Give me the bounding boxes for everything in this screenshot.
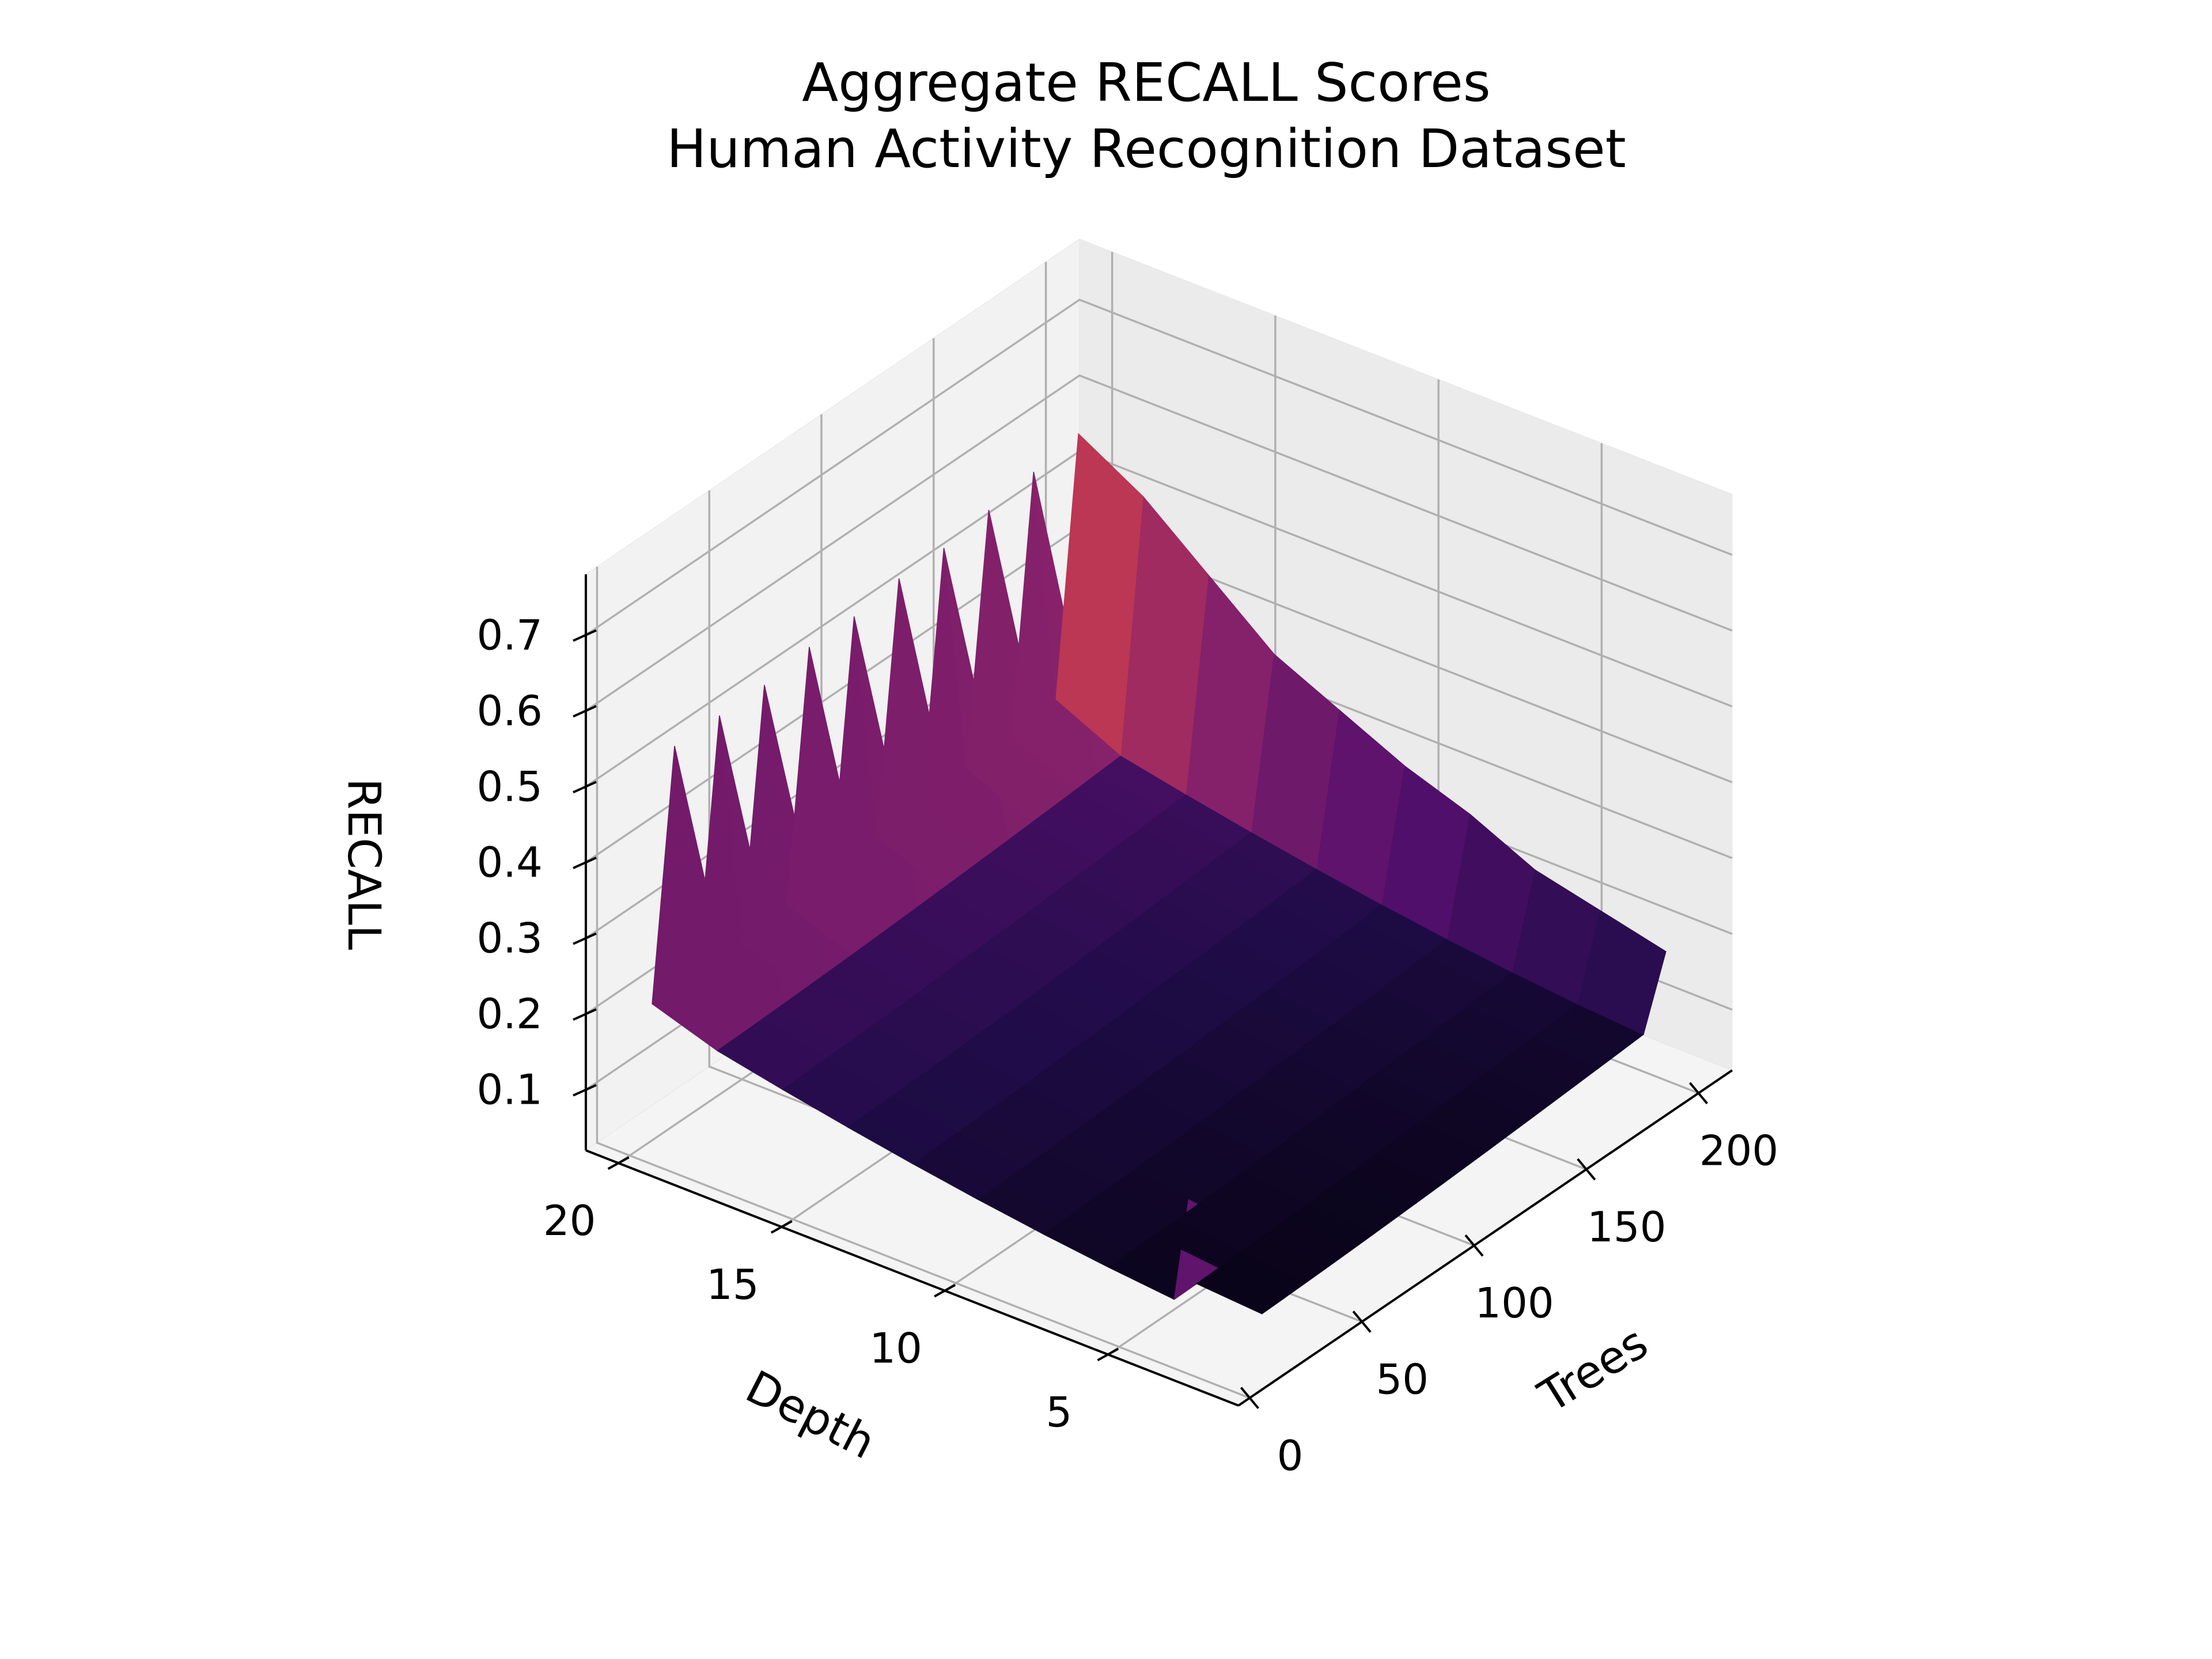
z-grid-line: [585, 298, 1733, 636]
x-grid-line: [596, 566, 1251, 1399]
tick-label: 15: [706, 1260, 759, 1309]
z-tick-mark: [573, 705, 597, 718]
tick-label: 50: [1376, 1355, 1429, 1404]
y-tick-mark: [934, 1283, 956, 1298]
z-tick-mark: [573, 629, 597, 642]
tick-label: 5: [1046, 1388, 1072, 1436]
x-tick-mark: [1240, 1387, 1260, 1410]
z-axis-label: RECALL: [338, 778, 389, 950]
chart-title: Aggregate RECALL Scores: [802, 52, 1490, 113]
y-tick-mark: [770, 1220, 793, 1234]
axis-lines: [573, 574, 1733, 1410]
y-tick-mark: [1097, 1347, 1119, 1362]
z-tick-mark: [573, 1084, 597, 1097]
tick-label: 200: [1699, 1127, 1778, 1175]
tick-label: 0.2: [476, 990, 543, 1038]
x-axis-line: [1237, 1069, 1733, 1407]
x-tick-mark: [1577, 1158, 1596, 1181]
tick-label: 0.7: [476, 611, 543, 659]
x-tick-mark: [1689, 1082, 1709, 1104]
z-tick-mark: [573, 932, 597, 945]
y-axis-line: [585, 1149, 1239, 1407]
x-axis-label: Trees: [1529, 1317, 1657, 1423]
y-tick-mark: [607, 1156, 630, 1170]
z-tick-mark: [573, 857, 597, 869]
z-grid-line: [585, 374, 1733, 712]
tick-label: 0.1: [476, 1066, 543, 1114]
z-tick-mark: [573, 781, 597, 794]
recall-surface: [652, 433, 1666, 1315]
tick-label: 100: [1475, 1279, 1554, 1327]
y-axis-label: Depth: [738, 1361, 884, 1469]
x-tick-mark: [1464, 1234, 1484, 1257]
z-tick-mark: [573, 1008, 597, 1021]
tick-label: 0.5: [476, 762, 543, 810]
tick-label: 10: [869, 1324, 922, 1373]
chart-subtitle: Human Activity Recognition Dataset: [666, 118, 1626, 180]
surface-cell: [1577, 910, 1666, 1035]
x-tick-mark: [1352, 1310, 1372, 1333]
tick-label: 0.3: [476, 914, 543, 963]
tick-label: 0.4: [476, 838, 543, 887]
tick-labels: 0 50 100 150 200 5 10 15 20 0.1 0.2 0.3 0.4 0.5 0.6 0.7: [476, 611, 1778, 1480]
tick-label: 20: [543, 1196, 596, 1245]
tick-label: 0.6: [476, 687, 543, 735]
tick-label: 0: [1277, 1431, 1304, 1480]
tick-label: 150: [1587, 1203, 1666, 1251]
